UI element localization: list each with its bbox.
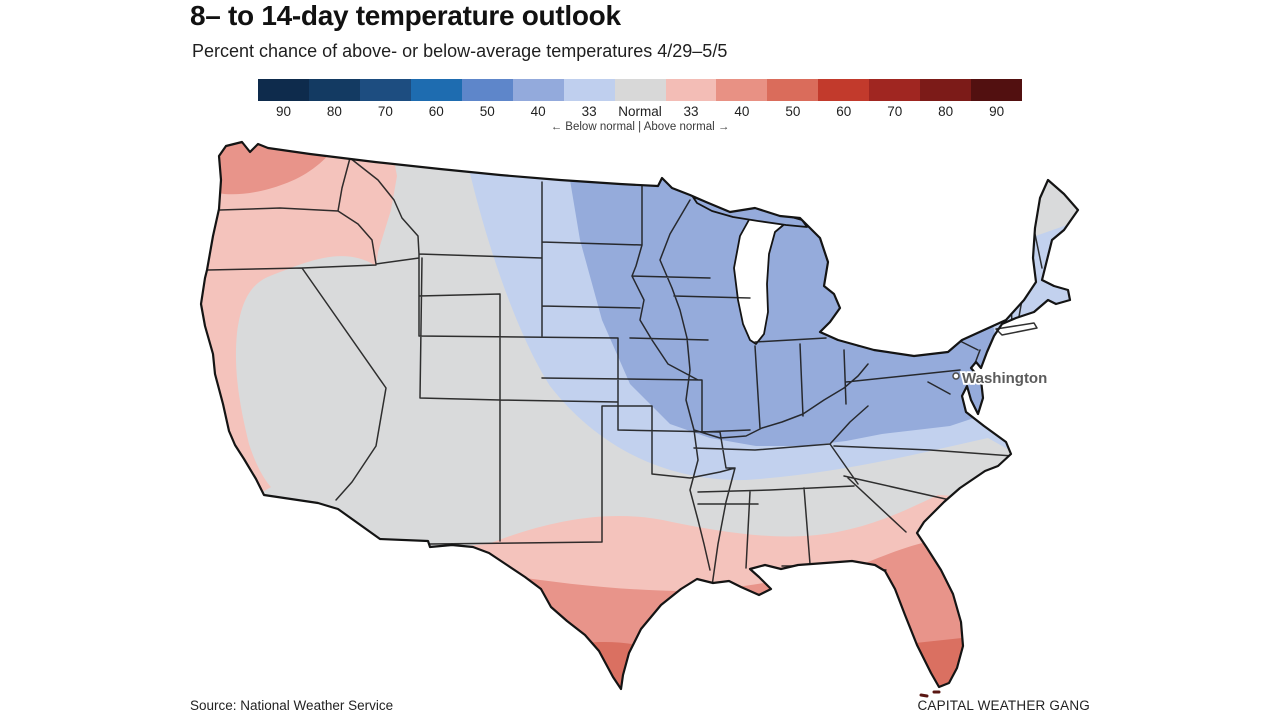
legend-color-swatch <box>410 79 462 101</box>
legend-color-swatch <box>971 79 1023 101</box>
legend-tick-label: 60 <box>428 104 444 119</box>
legend-tick-label: 50 <box>479 104 495 119</box>
legend-tick-label: 40 <box>530 104 546 119</box>
legend-color-swatch <box>563 79 615 101</box>
legend-color-swatch <box>461 79 513 101</box>
page-subtitle: Percent chance of above- or below-averag… <box>192 41 728 61</box>
legend-tick-label: 33 <box>683 104 699 119</box>
legend-tick-label: 40 <box>734 104 750 119</box>
source-attribution: Source: National Weather Service <box>190 698 394 713</box>
washington-label: Washington <box>962 370 1047 387</box>
legend-color-swatch <box>308 79 360 101</box>
legend-color-swatch <box>512 79 564 101</box>
legend-color-swatch <box>767 79 819 101</box>
legend-tick-label: 50 <box>785 104 801 119</box>
color-legend: 90 80 70 60 50 40 33 Normal 33 40 50 60 70 80 90 ← Bel… <box>258 79 1023 133</box>
legend-labels: 90 80 70 60 50 40 33 Normal 33 40 50 60 70 80 90 <box>258 104 1022 119</box>
washington-dot <box>952 372 960 380</box>
legend-tick-label: 80 <box>938 104 954 119</box>
florida-keys <box>919 690 941 698</box>
state-borders <box>207 157 1045 587</box>
legend-tick-label: 70 <box>887 104 903 119</box>
map-svg: Washington <box>199 140 1080 698</box>
legend-color-swatch <box>665 79 717 101</box>
us-outline <box>199 140 1080 691</box>
legend-color-swatch <box>614 79 666 101</box>
legend-tick-label: 80 <box>326 104 342 119</box>
legend-color-swatch <box>716 79 768 101</box>
legend-tick-label: 90 <box>275 104 291 119</box>
region-above-50-south-texas <box>550 642 660 689</box>
legend-color-swatch <box>869 79 921 101</box>
credit-capital-weather-gang: CAPITAL WEATHER GANG <box>917 698 1090 713</box>
region-above-40-texas <box>470 570 815 689</box>
page-title: 8– to 14-day temperature outlook <box>190 0 621 31</box>
legend-direction-note: ← Below normal | Above normal → <box>550 121 730 133</box>
legend-tick-label: 60 <box>836 104 852 119</box>
legend-color-swatch <box>258 79 309 101</box>
legend-color-swatch <box>818 79 870 101</box>
legend-tick-label: 33 <box>581 104 597 119</box>
legend-color-swatch <box>920 79 972 101</box>
long-island <box>995 322 1038 336</box>
legend-tick-label: 70 <box>377 104 393 119</box>
legend-tick-label: 90 <box>989 104 1005 119</box>
legend-color-swatch <box>359 79 411 101</box>
legend-bar <box>258 79 1023 101</box>
legend-tick-label: Normal <box>618 104 662 119</box>
us-outlook-map: Washington <box>190 138 1080 708</box>
